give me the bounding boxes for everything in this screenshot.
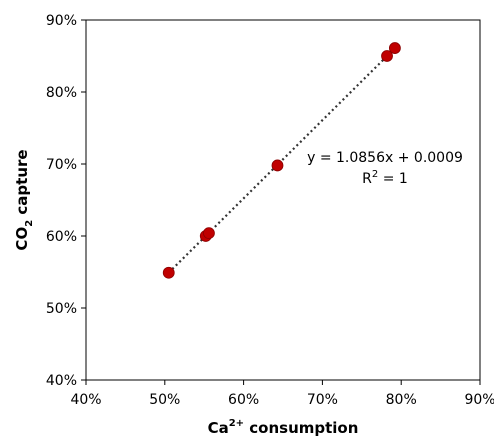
data-point — [388, 42, 401, 54]
data-point — [162, 266, 175, 279]
trendline — [167, 47, 396, 274]
data-points — [162, 42, 401, 279]
y-tick-label: 80% — [46, 85, 77, 101]
x-axis-ticks: 40% 50% 60% 70% 80% 90% — [70, 380, 494, 408]
x-tick-label: 80% — [386, 392, 417, 408]
plot-area — [85, 19, 481, 381]
x-tick-label: 40% — [70, 392, 101, 408]
data-point — [381, 50, 393, 62]
x-tick-label: 90% — [464, 392, 494, 408]
y-tick-label: 70% — [46, 157, 77, 173]
x-axis-title: Ca2+ consumption — [208, 418, 359, 437]
y-tick-label: 90% — [46, 13, 77, 29]
x-tick-label: 70% — [307, 392, 338, 408]
y-axis-ticks: 40% 50% 60% 70% 80% 90% — [46, 13, 86, 389]
x-tick-label: 60% — [228, 392, 259, 408]
y-tick-label: 40% — [46, 373, 77, 389]
y-tick-label: 60% — [46, 229, 77, 245]
r-squared-label: R2 = 1 — [362, 169, 408, 187]
y-tick-label: 50% — [46, 301, 77, 317]
x-tick-label: 50% — [149, 392, 180, 408]
y-axis-title: CO2 capture — [13, 149, 35, 250]
data-point — [203, 227, 215, 240]
data-point — [271, 159, 284, 172]
trendline-equation: y = 1.0856x + 0.0009 — [307, 150, 463, 166]
